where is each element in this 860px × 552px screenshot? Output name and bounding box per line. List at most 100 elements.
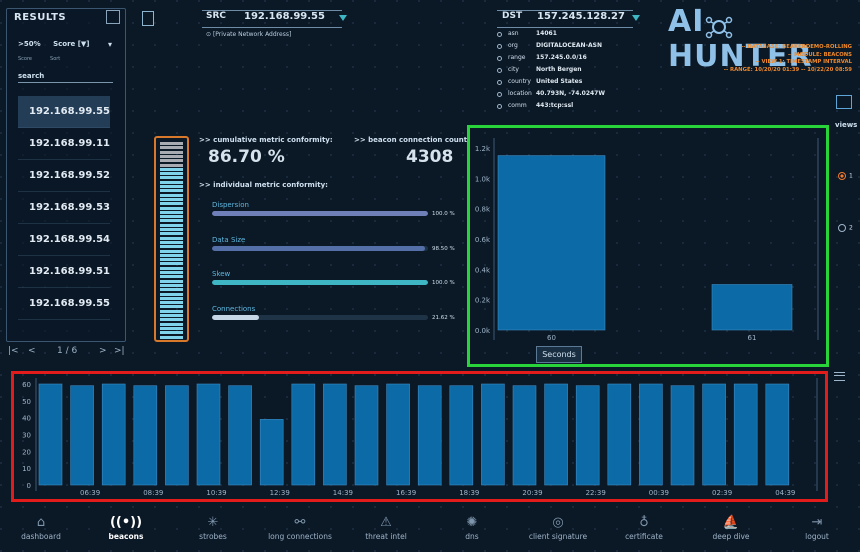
- first-page-button[interactable]: |<: [8, 346, 19, 356]
- bar[interactable]: [259, 419, 284, 486]
- bar[interactable]: [497, 155, 606, 331]
- result-item[interactable]: 192.168.99.51: [18, 256, 110, 288]
- view-option-2[interactable]: 2: [838, 224, 853, 232]
- collapse-panel-icon[interactable]: [106, 10, 120, 24]
- bar[interactable]: [702, 383, 726, 486]
- bar[interactable]: [228, 385, 252, 486]
- gauge-segment: [160, 228, 183, 231]
- x-tick-label: 60: [547, 334, 556, 342]
- count-label: >> beacon connection count:: [354, 136, 470, 144]
- results-list: 192.168.99.55 192.168.99.11 192.168.99.52 1…: [18, 96, 110, 320]
- meta-line: -- RANGE: 10/20/20 01:39 -- 10/22/20 08:…: [723, 66, 852, 73]
- result-item[interactable]: 192.168.99.53: [18, 192, 110, 224]
- gauge-segment: [160, 309, 183, 313]
- nav-dns[interactable]: ✺ dns: [437, 514, 507, 541]
- nav-long-connections[interactable]: ⚯ long connections: [265, 514, 335, 541]
- sort-dropdown-icon[interactable]: ▾: [108, 40, 113, 49]
- dst-value: 14061: [536, 29, 557, 37]
- bar[interactable]: [165, 385, 189, 486]
- bar[interactable]: [70, 385, 94, 486]
- bar[interactable]: [291, 383, 316, 486]
- dst-header: [497, 10, 633, 28]
- gauge-segment: [160, 185, 183, 188]
- nav-client-signature[interactable]: ◎ client signature: [523, 514, 593, 541]
- bar[interactable]: [765, 383, 790, 486]
- result-item[interactable]: 192.168.99.11: [18, 128, 110, 160]
- session-meta: -- DATABASE: BEAKERDEMO-ROLLING -- MODULE…: [724, 44, 852, 74]
- score-filter-select[interactable]: >50%: [18, 40, 41, 48]
- dst-value: 40.793N, -74.0247W: [536, 89, 605, 97]
- result-item[interactable]: 192.168.99.52: [18, 160, 110, 192]
- dst-ip: 157.245.128.27: [537, 11, 625, 22]
- bar[interactable]: [38, 383, 63, 486]
- sort-select[interactable]: Score [▼]: [53, 40, 90, 48]
- prev-page-button[interactable]: <: [28, 346, 36, 356]
- seconds-button[interactable]: Seconds: [536, 346, 582, 363]
- bar[interactable]: [101, 383, 126, 486]
- bar[interactable]: [711, 284, 793, 331]
- result-item[interactable]: 192.168.99.55: [18, 288, 110, 320]
- bar[interactable]: [323, 383, 347, 486]
- nav-label: dashboard: [21, 532, 61, 541]
- bar[interactable]: [575, 385, 600, 486]
- dst-key: city: [496, 66, 536, 73]
- nav-label: strobes: [199, 532, 227, 541]
- bar[interactable]: [133, 385, 158, 486]
- individual-label: >> individual metric conformity:: [199, 181, 328, 189]
- bar[interactable]: [196, 383, 221, 486]
- x-tick-label: 18:39: [459, 489, 479, 497]
- metric-track: [212, 280, 428, 285]
- metric-fill: [212, 211, 428, 216]
- document-icon[interactable]: [142, 11, 154, 26]
- nav-dashboard[interactable]: ⌂ dashboard: [6, 514, 76, 541]
- y-tick-label: 60: [22, 381, 31, 389]
- bar[interactable]: [639, 383, 663, 486]
- search-input[interactable]: [18, 82, 113, 83]
- src-filter-icon[interactable]: [339, 15, 347, 21]
- y-tick-label: 20: [22, 448, 31, 456]
- next-page-button[interactable]: >: [99, 346, 107, 356]
- bar[interactable]: [481, 383, 505, 486]
- gauge-segment: [160, 202, 183, 206]
- gauge-segment: [160, 322, 183, 326]
- last-page-button[interactable]: >|: [114, 346, 125, 356]
- x-tick-label: 06:39: [80, 489, 100, 497]
- bar[interactable]: [354, 385, 379, 486]
- dst-value: 157.245.0.0/16: [536, 53, 587, 61]
- y-tick-label: 0.2k: [475, 297, 491, 305]
- dst-filter-icon[interactable]: [632, 15, 640, 21]
- bar[interactable]: [512, 385, 537, 486]
- bar[interactable]: [544, 383, 568, 486]
- bar[interactable]: [607, 383, 632, 486]
- dst-value: DIGITALOCEAN-ASN: [536, 41, 602, 49]
- gauge-segment: [160, 163, 183, 167]
- chart-menu-icon[interactable]: [834, 372, 845, 381]
- gauge-segment: [160, 283, 183, 287]
- seconds-histogram: 0.0k 0.2k 0.4k 0.6k 0.8k 1.0k 1.2k 60 61: [475, 138, 819, 342]
- nav-strobes[interactable]: ✳ strobes: [178, 514, 248, 541]
- gauge-segment: [160, 236, 183, 240]
- gauge-segment: [160, 223, 183, 227]
- bar[interactable]: [386, 383, 410, 486]
- bar[interactable]: [733, 383, 758, 486]
- list-view-icon[interactable]: [836, 95, 852, 109]
- nav-logout[interactable]: ⇥ logout: [782, 514, 852, 541]
- result-ip: 192.168.99.53: [29, 202, 110, 213]
- nav-label: threat intel: [365, 532, 407, 541]
- nav-deep-dive[interactable]: ⛵ deep dive: [696, 514, 766, 541]
- result-item[interactable]: 192.168.99.55: [18, 96, 110, 128]
- bar[interactable]: [670, 385, 695, 486]
- bar[interactable]: [417, 385, 442, 486]
- gauge-segment: [160, 159, 183, 163]
- nav-threat-intel[interactable]: ⚠ threat intel: [351, 514, 421, 541]
- nav-beacons[interactable]: ((•)) beacons: [91, 514, 161, 541]
- y-tick-label: 30: [22, 432, 31, 440]
- nav-label: certificate: [625, 532, 663, 541]
- bar[interactable]: [449, 385, 474, 486]
- result-item[interactable]: 192.168.99.54: [18, 224, 110, 256]
- threat-intel-icon: ⚠: [380, 515, 392, 530]
- nav-certificate[interactable]: ♁ certificate: [609, 514, 679, 541]
- view-option-1[interactable]: 1: [838, 172, 853, 180]
- x-tick-label: 10:39: [206, 489, 226, 497]
- metric-bar: Dispersion: [212, 201, 428, 216]
